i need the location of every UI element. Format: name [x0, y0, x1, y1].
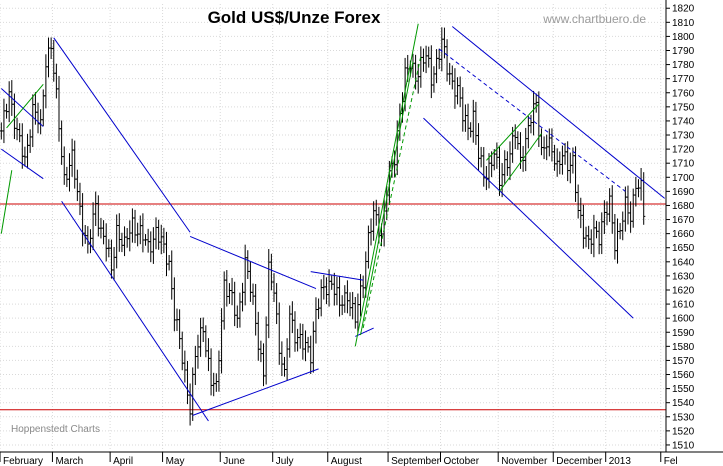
trend-line: [1, 148, 44, 180]
y-tick-label: 1800: [672, 32, 695, 43]
credit-label: Hoppenstedt Charts: [11, 424, 100, 435]
y-tick-label: 1680: [672, 201, 695, 212]
y-tick-label: 1790: [672, 46, 695, 57]
y-tick-label: 1810: [672, 18, 695, 29]
month-label: July: [276, 456, 294, 466]
y-tick-label: 1540: [672, 398, 695, 409]
trend-line: [53, 37, 191, 233]
month-label: October: [444, 456, 480, 466]
trend-line: [451, 26, 666, 199]
y-tick-label: 1550: [672, 384, 695, 395]
trend-line: [61, 200, 209, 422]
y-tick-label: 1720: [672, 145, 695, 156]
source-label: www.chartbuero.de: [542, 12, 646, 26]
y-tick-label: 1780: [672, 60, 695, 71]
y-tick-label: 1760: [672, 88, 695, 99]
y-tick-label: 1590: [672, 328, 695, 339]
trend-line: [423, 117, 634, 319]
y-tick-label: 1710: [672, 159, 695, 170]
y-tick-label: 1520: [672, 426, 695, 437]
trend-line: [362, 56, 422, 329]
grid-layer: [0, 4, 666, 452]
month-label: 2013: [609, 456, 632, 466]
y-tick-label: 1820: [672, 4, 695, 15]
trend-lines: [0, 23, 666, 422]
month-label: November: [501, 456, 548, 466]
y-tick-label: 1670: [672, 215, 695, 226]
y-tick-label: 1730: [672, 131, 695, 142]
y-tick-label: 1600: [672, 314, 695, 325]
y-tick-label: 1770: [672, 74, 695, 85]
month-label: September: [391, 456, 441, 466]
trend-line: [360, 61, 414, 336]
month-label: August: [331, 456, 362, 466]
trend-line: [189, 235, 317, 290]
y-tick-label: 1620: [672, 285, 695, 296]
month-label: Fel: [664, 456, 678, 466]
chart-title: Gold US$/Unze Forex: [208, 8, 381, 27]
month-label: March: [55, 456, 83, 466]
price-lines: [0, 203, 666, 411]
y-tick-label: 1610: [672, 300, 695, 311]
y-tick-label: 1570: [672, 356, 695, 367]
month-label: December: [556, 456, 603, 466]
trend-line: [486, 103, 540, 161]
y-tick-label: 1750: [672, 102, 695, 113]
y-tick-label: 1630: [672, 271, 695, 282]
trend-line: [354, 23, 419, 347]
trend-line: [6, 83, 44, 129]
y-tick-label: 1700: [672, 173, 695, 184]
y-tick-label: 1530: [672, 412, 695, 423]
trend-line: [499, 133, 542, 192]
trend-line: [310, 271, 364, 281]
trend-line: [355, 327, 374, 337]
y-tick-label: 1510: [672, 440, 695, 451]
month-label: May: [166, 456, 185, 466]
y-tick-label: 1580: [672, 342, 695, 353]
y-tick-label: 1640: [672, 257, 695, 268]
trend-line: [192, 368, 319, 416]
month-label: February: [3, 456, 43, 466]
trend-line: [0, 88, 44, 127]
month-label: June: [223, 456, 245, 466]
month-label: April: [113, 456, 133, 466]
y-tick-label: 1560: [672, 370, 695, 381]
trend-line: [0, 170, 13, 234]
y-tick-label: 1650: [672, 243, 695, 254]
ohlc-bars: [0, 27, 646, 426]
y-tick-label: 1740: [672, 116, 695, 127]
y-tick-label: 1660: [672, 229, 695, 240]
y-tick-label: 1690: [672, 187, 695, 198]
